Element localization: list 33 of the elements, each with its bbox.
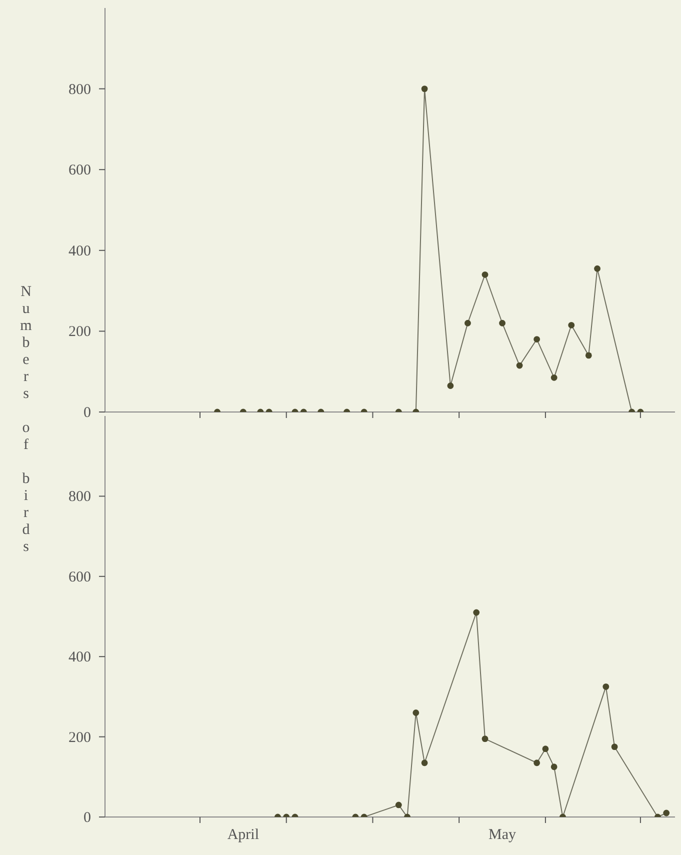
y-tick-label: 200 (68, 324, 91, 340)
point (464, 320, 471, 326)
point (395, 802, 402, 808)
point (585, 352, 592, 359)
y-tick-label: 800 (68, 82, 91, 98)
point (568, 322, 575, 328)
point (542, 746, 549, 752)
x-tick-label: April (227, 827, 260, 843)
y-tick-label: 0 (84, 810, 91, 826)
y-tick-label: 400 (68, 650, 91, 666)
point (482, 736, 488, 742)
point (550, 764, 558, 770)
x-tick-label: May (488, 827, 517, 843)
point (482, 271, 488, 278)
point (611, 744, 618, 750)
point (421, 760, 428, 766)
point (447, 382, 454, 389)
point (602, 683, 610, 690)
point (516, 362, 523, 369)
y-tick-label: 600 (68, 162, 91, 179)
y-tick-label: 0 (84, 405, 91, 421)
y-axis-title: Numbers of birds (18, 284, 34, 556)
point (550, 374, 558, 381)
y-tick-label: 600 (68, 569, 91, 586)
point (534, 336, 540, 342)
point (663, 810, 670, 816)
point (534, 760, 540, 766)
point (412, 710, 420, 716)
y-tick-label: 400 (68, 243, 91, 260)
point (594, 265, 600, 272)
point (499, 320, 506, 326)
y-tick-label: 200 (68, 730, 91, 746)
y-tick-label: 800 (68, 489, 91, 506)
